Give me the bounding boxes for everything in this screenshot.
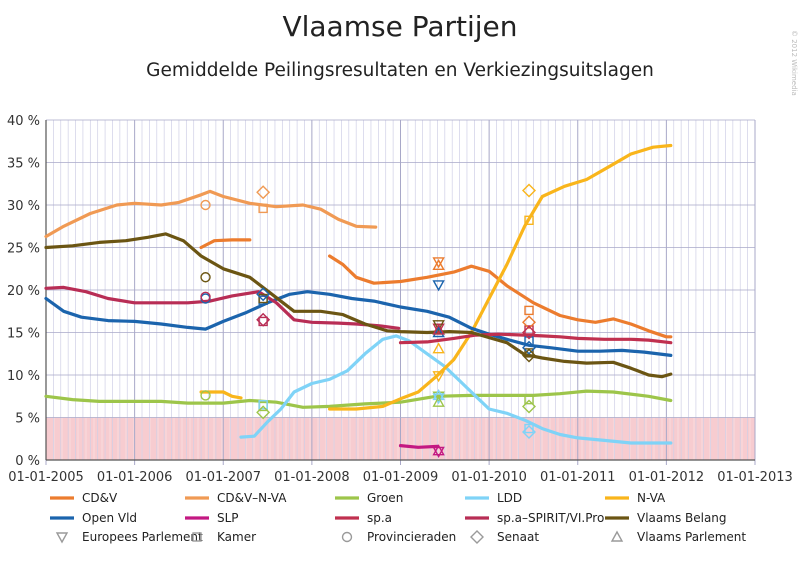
legend-label: Vlaams Belang: [637, 511, 727, 525]
legend-label: Europees Parlement: [82, 530, 203, 544]
election-marker-vlaams-parlement: [432, 388, 445, 401]
election-marker-vlaams-parlement: [432, 444, 445, 456]
x-tick-label: 01-01-2011: [540, 470, 616, 485]
legend-label: sp.a: [367, 511, 392, 525]
election-marker-provincieraden: [200, 390, 211, 401]
election-marker-senaat: [522, 399, 536, 414]
x-tick-label: 01-01-2012: [629, 470, 705, 485]
election-marker-europees-parlement: [432, 446, 445, 458]
series-line-ldd: [239, 334, 673, 445]
legend-label: Open Vld: [82, 511, 137, 525]
legend-marker-provincieraden: [341, 531, 353, 543]
x-tick-label: 01-01-2013: [717, 470, 793, 485]
election-marker-kamer: [524, 336, 534, 346]
legend-marker-europees-parlement: [55, 532, 69, 544]
y-tick-label: 0 %: [15, 454, 40, 469]
legend-marker-kamer: [192, 532, 202, 542]
election-marker-europees-parlement: [432, 371, 445, 383]
legend-label: Vlaams Parlement: [637, 530, 746, 544]
x-tick-label: 01-01-2009: [363, 470, 439, 485]
election-marker-senaat: [256, 405, 271, 420]
series-line-open-vld: [44, 290, 673, 357]
election-marker-vlaams-parlement: [432, 395, 445, 407]
x-tick-label: 01-01-2007: [185, 470, 261, 485]
chart-subtitle: Gemiddelde Peilingsresultaten en Verkiez…: [146, 60, 654, 81]
election-marker-kamer: [524, 394, 534, 405]
election-marker-senaat: [522, 424, 536, 439]
legend-label: Senaat: [497, 530, 539, 544]
series-line-cd-v: [328, 254, 673, 339]
election-marker-senaat: [256, 185, 271, 200]
election-marker-kamer: [524, 423, 534, 434]
plot-area: 0 % 5 % 10 % 15 % 20 % 25 % 30 % 35 % 40 % 01-01-…: [7, 114, 793, 485]
election-marker-senaat: [522, 183, 536, 198]
legend-marker-senaat: [470, 530, 484, 544]
legend-label: N-VA: [637, 491, 666, 505]
election-marker-kamer: [258, 400, 268, 410]
election-marker-provincieraden: [200, 291, 211, 302]
series-line-slp: [398, 444, 440, 449]
series-line-cd-v: [199, 238, 252, 250]
election-marker-senaat: [256, 287, 271, 302]
election-marker-vlaams-parlement: [432, 326, 445, 338]
election-marker-provincieraden: [200, 272, 211, 283]
y-tick-label: 30 %: [7, 199, 40, 214]
series-line-sp-a-spirit-vi-pro: [44, 285, 401, 330]
y-tick-label: 40 %: [7, 114, 40, 129]
election-marker-kamer: [524, 215, 534, 226]
legend-label: SLP: [217, 511, 239, 525]
series-line-n-va: [328, 143, 673, 411]
legend-label: LDD: [497, 491, 522, 505]
election-marker-europees-parlement: [432, 393, 445, 405]
legend-label: CD&V: [82, 491, 118, 505]
x-tick-label: 01-01-2005: [8, 470, 84, 485]
election-marker-europees-parlement: [432, 320, 445, 332]
legend-label: Provincieraden: [367, 530, 456, 544]
y-tick-label: 5 %: [15, 412, 40, 427]
series-line-groen: [44, 389, 673, 409]
x-tick-label: 01-01-2008: [274, 470, 350, 485]
y-tick-label: 25 %: [7, 242, 40, 257]
election-marker-europees-parlement: [432, 391, 445, 403]
series-line-vlaams-belang: [44, 232, 673, 379]
election-marker-senaat: [256, 312, 271, 327]
election-marker-kamer: [258, 203, 268, 214]
legend-label: Groen: [367, 491, 403, 505]
election-marker-vlaams-parlement: [432, 258, 445, 271]
election-marker-kamer: [524, 305, 534, 316]
election-marker-senaat: [522, 340, 536, 355]
series-line-n-va: [199, 390, 243, 400]
legend: CD&V CD&V–N-VA Groen LDD N-VA Open Vld SLP sp.a…: [50, 491, 746, 544]
election-marker-europees-parlement: [432, 280, 445, 292]
watermark: © 2012 Wikimedia: [790, 30, 798, 96]
y-tick-label: 20 %: [7, 284, 40, 299]
y-tick-label: 10 %: [7, 369, 40, 384]
series-line-sp-a: [398, 332, 673, 345]
series-line-cd-v-n-va: [44, 189, 378, 239]
y-tick-label: 15 %: [7, 327, 40, 342]
election-marker-kamer: [258, 293, 268, 304]
election-marker-senaat: [522, 315, 536, 330]
election-marker-senaat: [522, 325, 536, 340]
legend-label: sp.a–SPIRIT/VI.Pro: [497, 511, 604, 525]
y-tick-label: 35 %: [7, 157, 40, 172]
legend-marker-vlaams-parlement: [610, 530, 624, 542]
legend-label: Kamer: [217, 530, 256, 544]
election-marker-vlaams-parlement: [432, 323, 445, 335]
chart-title: Vlaamse Partijen: [282, 10, 517, 43]
x-tick-label: 01-01-2010: [451, 470, 527, 485]
x-tick-label: 01-01-2006: [97, 470, 173, 485]
election-marker-provincieraden: [200, 199, 211, 211]
election-marker-vlaams-parlement: [432, 342, 445, 354]
election-marker-europees-parlement: [432, 257, 445, 269]
election-marker-senaat: [522, 348, 536, 363]
legend-label: CD&V–N-VA: [217, 491, 287, 505]
